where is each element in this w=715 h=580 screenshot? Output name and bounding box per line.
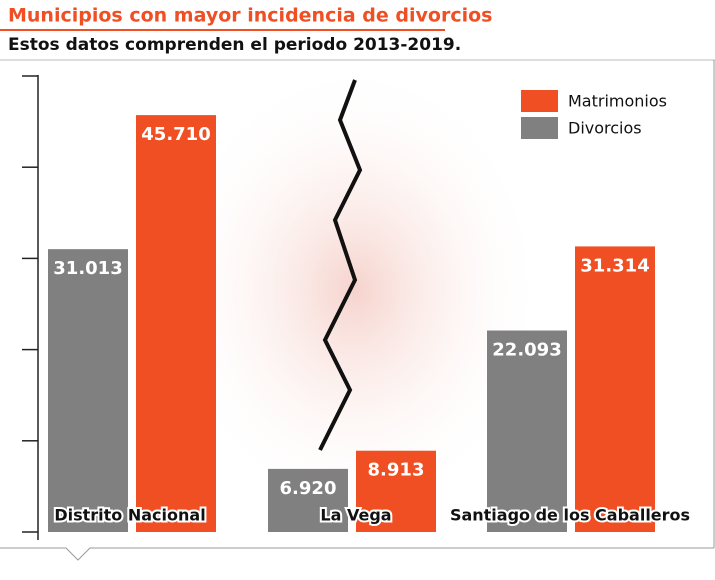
x-tick-label: Santiago de los Caballeros xyxy=(450,506,690,525)
value-label: 8.913 xyxy=(368,460,425,481)
legend-label: Matrimonios xyxy=(568,92,667,111)
legend-swatch xyxy=(521,90,558,112)
chart-title: Municipios con mayor incidencia de divor… xyxy=(8,5,492,27)
crack-line xyxy=(318,79,363,451)
x-tick-label: Distrito Nacional xyxy=(54,506,205,525)
background-glow xyxy=(165,60,545,520)
bar xyxy=(487,330,567,532)
legend-label: Divorcios xyxy=(568,119,642,138)
x-tick-label: La Vega xyxy=(320,506,391,525)
value-label: 6.920 xyxy=(280,478,337,499)
value-label: 31.013 xyxy=(53,258,122,279)
chart-subtitle: Estos datos comprenden el periodo 2013-2… xyxy=(8,35,461,55)
bar xyxy=(356,450,436,532)
bar xyxy=(575,246,655,532)
bar xyxy=(48,249,128,532)
bar xyxy=(268,468,348,532)
value-label: 31.314 xyxy=(580,255,649,276)
value-label: 22.093 xyxy=(492,340,561,361)
frame-bottom xyxy=(0,547,714,561)
value-label: 45.710 xyxy=(141,124,210,145)
legend-swatch xyxy=(521,117,558,139)
bar xyxy=(136,115,216,532)
